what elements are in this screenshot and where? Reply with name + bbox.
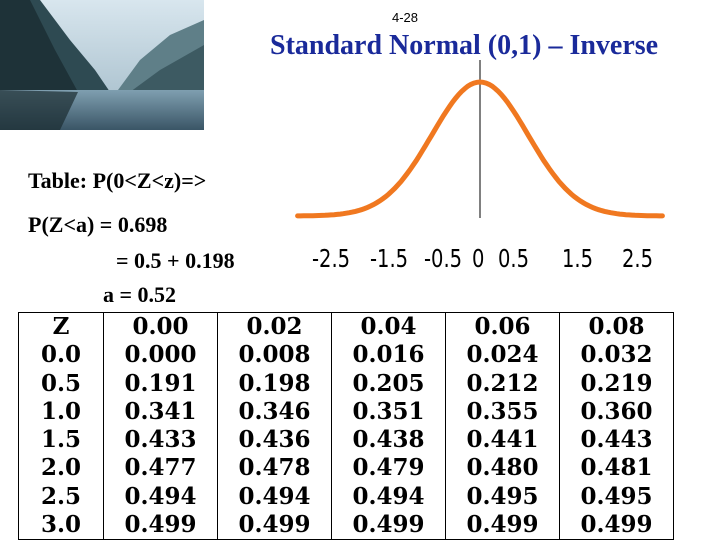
tick-label: 0 <box>472 244 485 273</box>
table-row: 2.5 0.494 0.494 0.494 0.495 0.495 <box>18 482 674 511</box>
column-header: 0.02 <box>217 312 332 342</box>
table-row: 3.0 0.499 0.499 0.499 0.499 0.499 <box>18 510 674 540</box>
probability-text: P(Z<a) = 0.698 <box>28 212 168 237</box>
probability-cell: 0.478 <box>217 454 332 483</box>
column-header: 0.06 <box>445 312 560 342</box>
z-column-header: Z <box>18 312 104 342</box>
probability-cell: 0.441 <box>445 425 560 455</box>
probability-cell: 0.016 <box>331 341 446 370</box>
probability-cell: 0.499 <box>559 510 674 540</box>
tick-label: 1.5 <box>562 244 594 273</box>
z-table: Z 0.00 0.02 0.04 0.06 0.08 0.0 0.000 0.008 0.016 0… <box>18 312 674 540</box>
probability-cell: 0.443 <box>559 425 674 455</box>
probability-cell: 0.346 <box>217 397 332 426</box>
probability-cell: 0.494 <box>103 482 218 511</box>
probability-cell: 0.495 <box>559 482 674 511</box>
probability-cell: 0.212 <box>445 369 560 398</box>
probability-cell: 0.499 <box>103 510 218 540</box>
probability-cell: 0.438 <box>331 425 446 455</box>
probability-cell: 0.024 <box>445 341 560 370</box>
probability-cell: 0.433 <box>103 425 218 455</box>
probability-cell: 0.499 <box>331 510 446 540</box>
probability-cell: 0.191 <box>103 369 218 398</box>
probability-cell: 0.351 <box>331 397 446 426</box>
probability-cell: 0.000 <box>103 341 218 370</box>
z-value-cell: 2.0 <box>18 454 104 483</box>
probability-cell: 0.341 <box>103 397 218 426</box>
tick-label: -2.5 <box>312 244 351 273</box>
sum-text: = 0.5 + 0.198 <box>116 248 235 273</box>
probability-cell: 0.355 <box>445 397 560 426</box>
slide-number: 4-28 <box>392 10 419 25</box>
z-value-cell: 2.5 <box>18 482 104 511</box>
z-value-cell: 1.5 <box>18 425 104 455</box>
column-header: 0.00 <box>103 312 218 342</box>
tick-label: 2.5 <box>622 244 654 273</box>
probability-cell: 0.198 <box>217 369 332 398</box>
table-row: 2.0 0.477 0.478 0.479 0.480 0.481 <box>18 454 674 483</box>
probability-cell: 0.499 <box>217 510 332 540</box>
probability-cell: 0.479 <box>331 454 446 483</box>
probability-cell: 0.494 <box>331 482 446 511</box>
table-row: 0.5 0.191 0.198 0.205 0.212 0.219 <box>18 369 674 398</box>
z-value-cell: 0.0 <box>18 341 104 370</box>
normal-curve-diagram <box>295 60 665 219</box>
z-value-cell: 1.0 <box>18 397 104 426</box>
z-value-cell: 0.5 <box>18 369 104 398</box>
table-row: 1.5 0.433 0.436 0.438 0.441 0.443 <box>18 425 674 455</box>
bell-curve <box>295 79 665 219</box>
probability-cell: 0.481 <box>559 454 674 483</box>
probability-cell: 0.360 <box>559 397 674 426</box>
probability-cell: 0.008 <box>217 341 332 370</box>
tick-label: -1.5 <box>370 244 409 273</box>
probability-cell: 0.219 <box>559 369 674 398</box>
table-row: 1.0 0.341 0.346 0.351 0.355 0.360 <box>18 397 674 426</box>
z-value-cell: 3.0 <box>18 510 104 540</box>
probability-cell: 0.499 <box>445 510 560 540</box>
table-label-text: Table: P(0<Z<z)=> <box>28 168 207 193</box>
probability-cell: 0.494 <box>217 482 332 511</box>
probability-cell: 0.480 <box>445 454 560 483</box>
probability-cell: 0.032 <box>559 341 674 370</box>
table-row: 0.0 0.000 0.008 0.016 0.024 0.032 <box>18 341 674 370</box>
column-header: 0.08 <box>559 312 674 342</box>
answer-text: a = 0.52 <box>103 282 177 307</box>
table-header-row: Z 0.00 0.02 0.04 0.06 0.08 <box>18 312 674 342</box>
column-header: 0.04 <box>331 312 446 342</box>
gorge-photo <box>0 0 204 130</box>
probability-cell: 0.495 <box>445 482 560 511</box>
probability-cell: 0.205 <box>331 369 446 398</box>
tick-label: 0.5 <box>498 244 530 273</box>
slide-title: Standard Normal (0,1) – Inverse <box>270 30 659 61</box>
probability-cell: 0.436 <box>217 425 332 455</box>
probability-cell: 0.477 <box>103 454 218 483</box>
tick-label: -0.5 <box>424 244 463 273</box>
